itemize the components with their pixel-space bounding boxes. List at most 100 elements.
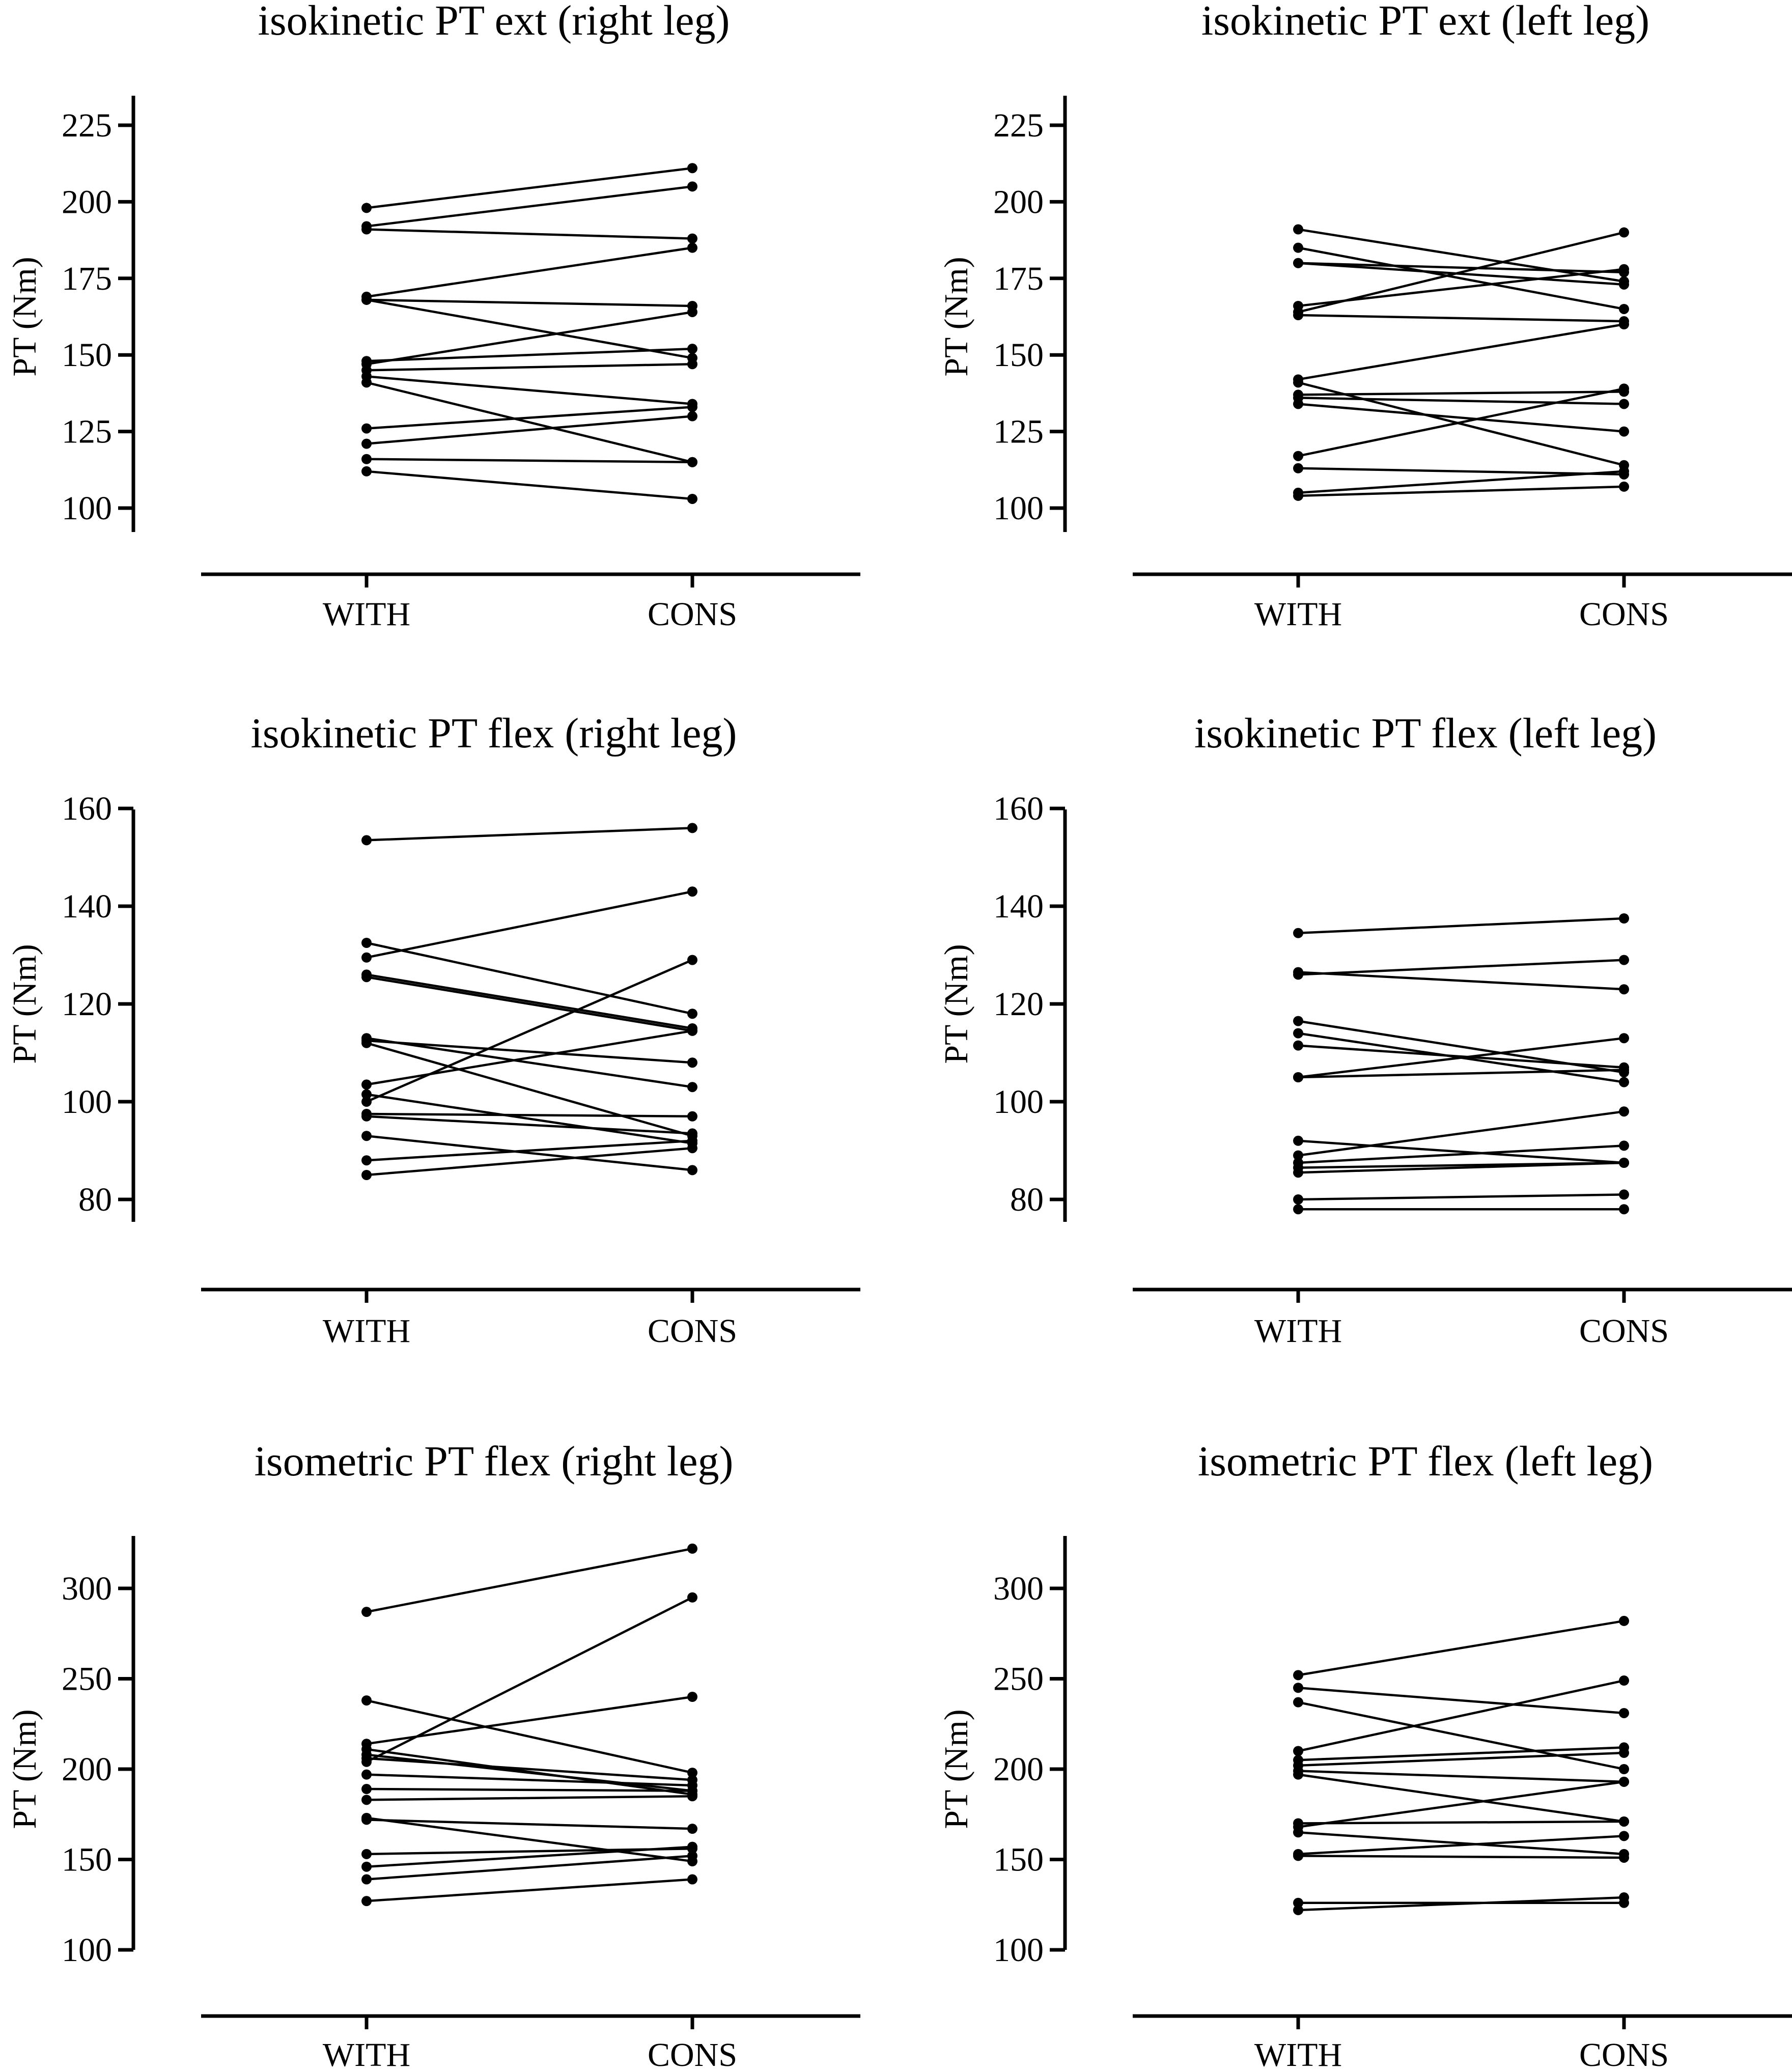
data-point-cons xyxy=(1619,1764,1629,1774)
data-point-cons xyxy=(1619,481,1629,492)
data-point-with xyxy=(361,1784,372,1795)
data-point-with xyxy=(361,1089,372,1100)
subject-line-11 xyxy=(1298,1144,1625,1164)
data-point-cons xyxy=(687,1128,697,1139)
subject-line-8 xyxy=(366,1773,693,1787)
data-point-cons xyxy=(687,457,697,467)
data-point-cons xyxy=(1619,227,1629,238)
subject-line-15 xyxy=(366,1855,693,1881)
subject-line-7 xyxy=(1298,1037,1625,1079)
y-tick-label: 125 xyxy=(993,413,1044,451)
data-point-with xyxy=(1293,1670,1303,1681)
data-point-with xyxy=(1293,242,1303,253)
chart-title: isometric PT flex (left leg) xyxy=(1198,1438,1653,1485)
data-point-with xyxy=(1293,1204,1303,1215)
subject-line-2 xyxy=(366,185,693,228)
y-tick-label: 150 xyxy=(62,1841,112,1879)
y-tick-label: 225 xyxy=(62,107,112,144)
subject-line-10 xyxy=(1298,1780,1625,1828)
subject-line-3 xyxy=(1298,262,1625,274)
subject-line-16 xyxy=(1298,485,1625,497)
data-point-with xyxy=(361,1097,372,1107)
subject-line-8 xyxy=(1298,1069,1625,1079)
y-tick-label: 250 xyxy=(993,1661,1044,1698)
subject-line-14 xyxy=(1298,1193,1625,1201)
subject-line-9 xyxy=(366,1029,693,1086)
y-tick-label: 140 xyxy=(62,888,112,925)
data-point-with xyxy=(1293,1167,1303,1178)
data-point-with xyxy=(1293,377,1303,388)
data-point-cons xyxy=(1619,1852,1629,1863)
chart-title: isokinetic PT ext (right leg) xyxy=(258,0,730,44)
y-tick-label: 100 xyxy=(62,490,112,527)
subject-line-5 xyxy=(366,1753,693,1792)
data-point-with xyxy=(361,1849,372,1859)
data-point-cons xyxy=(1619,1189,1629,1200)
subject-line-12 xyxy=(1298,403,1625,433)
data-point-cons xyxy=(687,823,697,833)
chart-title: isokinetic PT flex (right leg) xyxy=(251,710,737,757)
subject-line-2 xyxy=(1298,1687,1625,1715)
data-point-with xyxy=(1293,1697,1303,1708)
data-point-cons xyxy=(687,1824,697,1834)
data-point-with xyxy=(361,1795,372,1805)
subject-line-10 xyxy=(1298,1110,1625,1157)
subject-line-9 xyxy=(1298,381,1625,466)
y-tick-label: 80 xyxy=(78,1181,112,1218)
data-point-with xyxy=(361,952,372,963)
subject-line-10 xyxy=(1298,390,1625,396)
y-tick-label: 100 xyxy=(62,1083,112,1121)
data-point-cons xyxy=(687,1009,697,1019)
subject-line-13 xyxy=(1298,1161,1625,1174)
y-axis-label: PT (Nm) xyxy=(6,1709,43,1829)
data-point-with xyxy=(361,1756,372,1767)
subject-line-16 xyxy=(366,1878,693,1903)
data-point-cons xyxy=(687,1841,697,1852)
data-point-with xyxy=(361,203,372,213)
subject-line-14 xyxy=(366,1845,693,1868)
data-point-with xyxy=(1293,1769,1303,1780)
data-point-cons xyxy=(687,1143,697,1154)
subject-line-10 xyxy=(366,1795,693,1801)
subject-line-1 xyxy=(366,827,693,842)
x-tick-label-cons: CONS xyxy=(648,2036,737,2070)
subject-line-2 xyxy=(1298,971,1625,991)
subject-line-5 xyxy=(366,298,693,307)
subject-line-3 xyxy=(1298,1701,1625,1771)
data-point-with xyxy=(361,466,372,477)
subject-line-1 xyxy=(366,1547,693,1613)
data-point-with xyxy=(361,1079,372,1090)
data-point-cons xyxy=(687,1874,697,1885)
x-tick-label-with: WITH xyxy=(323,596,410,633)
subject-line-11 xyxy=(366,959,693,1103)
data-point-with xyxy=(1293,1135,1303,1146)
chart-title: isokinetic PT flex (left leg) xyxy=(1194,710,1657,757)
data-point-with xyxy=(361,938,372,948)
data-point-cons xyxy=(687,163,697,174)
subject-line-13 xyxy=(1298,387,1625,457)
data-point-with xyxy=(1293,1897,1303,1908)
chart-panel-2: isokinetic PT ext (left leg) PT (Nm) 100 12… xyxy=(938,0,1792,633)
data-point-with xyxy=(1293,1150,1303,1161)
subject-line-3 xyxy=(366,890,693,959)
subject-line-5 xyxy=(366,975,693,1032)
y-tick-label: 300 xyxy=(62,1570,112,1607)
data-point-cons xyxy=(687,1851,697,1861)
data-point-with xyxy=(1293,224,1303,235)
subject-line-7 xyxy=(1298,1770,1625,1783)
subject-line-11 xyxy=(1298,397,1625,405)
subject-line-1 xyxy=(1298,228,1625,283)
subject-line-3 xyxy=(366,228,693,240)
subject-line-15 xyxy=(1298,470,1625,494)
data-point-cons xyxy=(1619,955,1629,965)
x-tick-label-cons: CONS xyxy=(648,1312,737,1350)
subject-line-4 xyxy=(1298,1679,1625,1752)
subject-line-12 xyxy=(366,406,693,430)
subject-line-9 xyxy=(366,362,693,372)
subject-line-15 xyxy=(366,470,693,500)
subject-line-12 xyxy=(366,1816,693,1863)
data-point-cons xyxy=(1619,303,1629,314)
subject-line-4 xyxy=(1298,262,1625,286)
data-point-cons xyxy=(687,1692,697,1702)
y-tick-label: 100 xyxy=(62,1932,112,1969)
